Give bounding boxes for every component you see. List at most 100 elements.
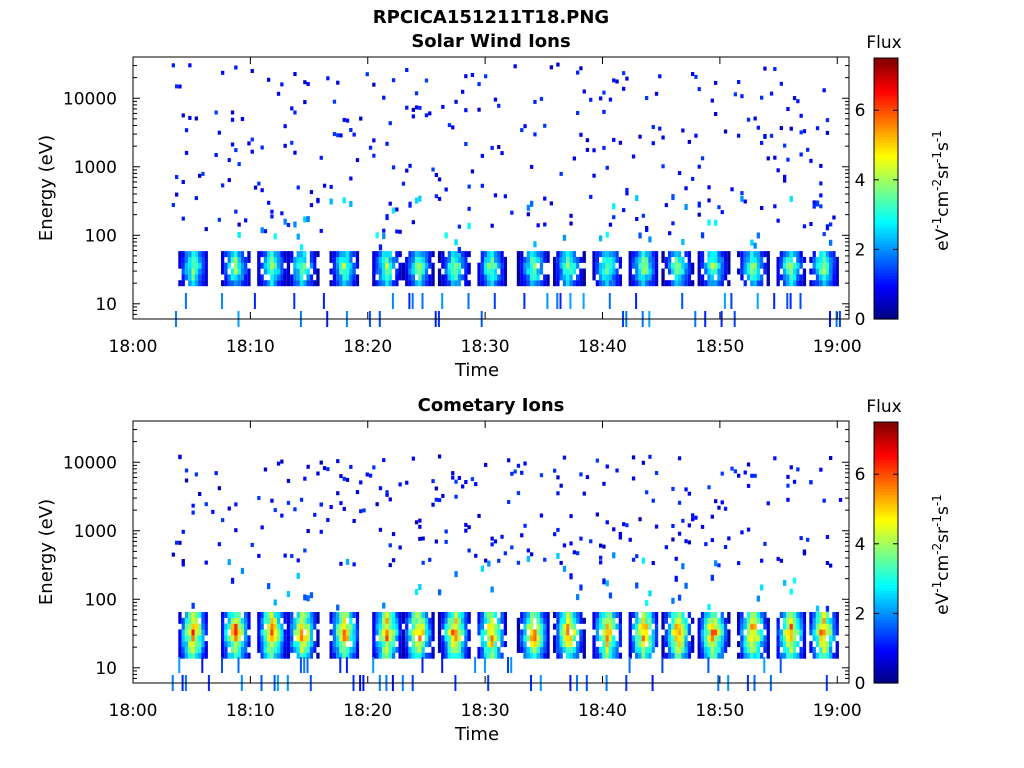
flux-cell xyxy=(789,635,793,642)
flux-cell xyxy=(766,641,770,648)
flux-cell xyxy=(237,612,241,618)
colorbar-tick-label: 4 xyxy=(855,535,866,555)
flux-cell xyxy=(628,652,632,659)
flux-cell xyxy=(286,262,291,269)
colorbar-segment xyxy=(874,66,898,71)
colorbar-segment xyxy=(874,101,898,105)
flux-cell xyxy=(671,221,675,226)
flux-cell xyxy=(457,256,461,263)
flux-cell xyxy=(743,617,747,624)
flux-cell xyxy=(687,256,691,263)
flux-cell xyxy=(595,256,599,263)
flux-cell xyxy=(707,198,711,203)
flux-cell xyxy=(375,232,379,239)
flux-cell xyxy=(401,641,406,648)
flux-cell xyxy=(336,491,340,496)
flux-cell xyxy=(756,629,760,636)
flux-cell xyxy=(779,558,783,563)
flux-cell xyxy=(411,456,415,461)
flux-cell xyxy=(766,501,770,506)
flux-cell xyxy=(201,629,205,636)
flux-cell xyxy=(700,641,705,648)
flux-cell xyxy=(244,274,248,281)
flux-cell xyxy=(382,458,386,463)
flux-cell xyxy=(582,629,586,636)
flux-cell xyxy=(635,280,639,287)
flux-cell xyxy=(707,219,711,226)
flux-cell xyxy=(388,274,392,281)
flux-cell xyxy=(714,617,718,624)
flux-cell xyxy=(191,510,195,515)
flux-cell xyxy=(595,280,599,287)
colorbar-segment xyxy=(874,436,898,440)
flux-cell xyxy=(408,629,412,636)
flux-cell xyxy=(240,617,245,624)
flux-cell xyxy=(592,256,596,263)
flux-cell xyxy=(270,612,274,618)
flux-cell xyxy=(605,652,609,659)
flux-cell xyxy=(451,262,455,269)
flux-cell xyxy=(329,646,333,653)
flux-cell xyxy=(191,251,195,258)
flux-cell xyxy=(595,512,599,517)
flux-cell xyxy=(493,539,498,544)
flux-cell xyxy=(802,224,807,229)
flux-cell xyxy=(822,617,826,624)
flux-cell xyxy=(576,274,580,281)
flux-cell xyxy=(388,563,392,568)
flux-cell xyxy=(635,617,639,624)
flux-cell xyxy=(500,280,504,287)
flux-cell xyxy=(819,652,823,659)
flux-cell xyxy=(829,262,833,269)
flux-cell xyxy=(424,256,429,263)
flux-cell xyxy=(497,274,501,281)
flux-cell xyxy=(618,535,622,540)
flux-cell xyxy=(398,229,402,234)
x-tick-label: 18:40 xyxy=(578,337,627,357)
flux-cell xyxy=(286,635,291,642)
flux-cell xyxy=(336,604,340,611)
flux-cell xyxy=(273,646,277,653)
flux-cell xyxy=(723,274,728,281)
flux-cell xyxy=(437,280,442,287)
flux-cell xyxy=(257,629,261,636)
flux-cell xyxy=(520,470,524,475)
flux-cell xyxy=(717,646,721,653)
flux-cell xyxy=(562,234,567,241)
flux-cell xyxy=(796,641,800,648)
flux-cell xyxy=(326,76,330,81)
flux-cell xyxy=(408,262,412,269)
colorbar-segment xyxy=(874,313,898,317)
flux-cell xyxy=(276,262,281,269)
flux-cell xyxy=(677,262,682,269)
flux-cell xyxy=(717,205,721,210)
flux-cell xyxy=(746,641,751,648)
flux-cell xyxy=(326,518,330,522)
flux-cell xyxy=(595,458,599,463)
colorbar-segment xyxy=(874,680,898,684)
flux-cell xyxy=(723,506,728,511)
x-tick-label: 18:00 xyxy=(109,701,158,721)
flux-cell xyxy=(720,623,724,630)
flux-cell xyxy=(336,280,340,287)
colorbar-segment xyxy=(874,214,898,219)
flux-cell xyxy=(451,274,455,281)
flux-cell xyxy=(720,262,724,269)
flux-cell xyxy=(835,641,839,648)
flux-cell xyxy=(385,274,389,281)
flux-cell xyxy=(382,629,386,636)
flux-cell xyxy=(421,536,425,541)
flux-cell xyxy=(645,226,649,230)
flux-cell xyxy=(454,635,458,642)
flux-cell xyxy=(306,646,310,653)
flux-cell xyxy=(602,612,606,618)
flux-cell xyxy=(411,293,414,309)
colorbar-label: eV-1cm-2sr-1s-1 xyxy=(930,494,953,615)
flux-cell xyxy=(434,194,438,199)
colorbar-segment xyxy=(874,482,898,487)
flux-cell xyxy=(286,612,291,618)
flux-cell xyxy=(825,623,830,630)
flux-cell xyxy=(431,629,435,636)
flux-cell xyxy=(477,646,481,653)
flux-cell xyxy=(539,635,544,642)
